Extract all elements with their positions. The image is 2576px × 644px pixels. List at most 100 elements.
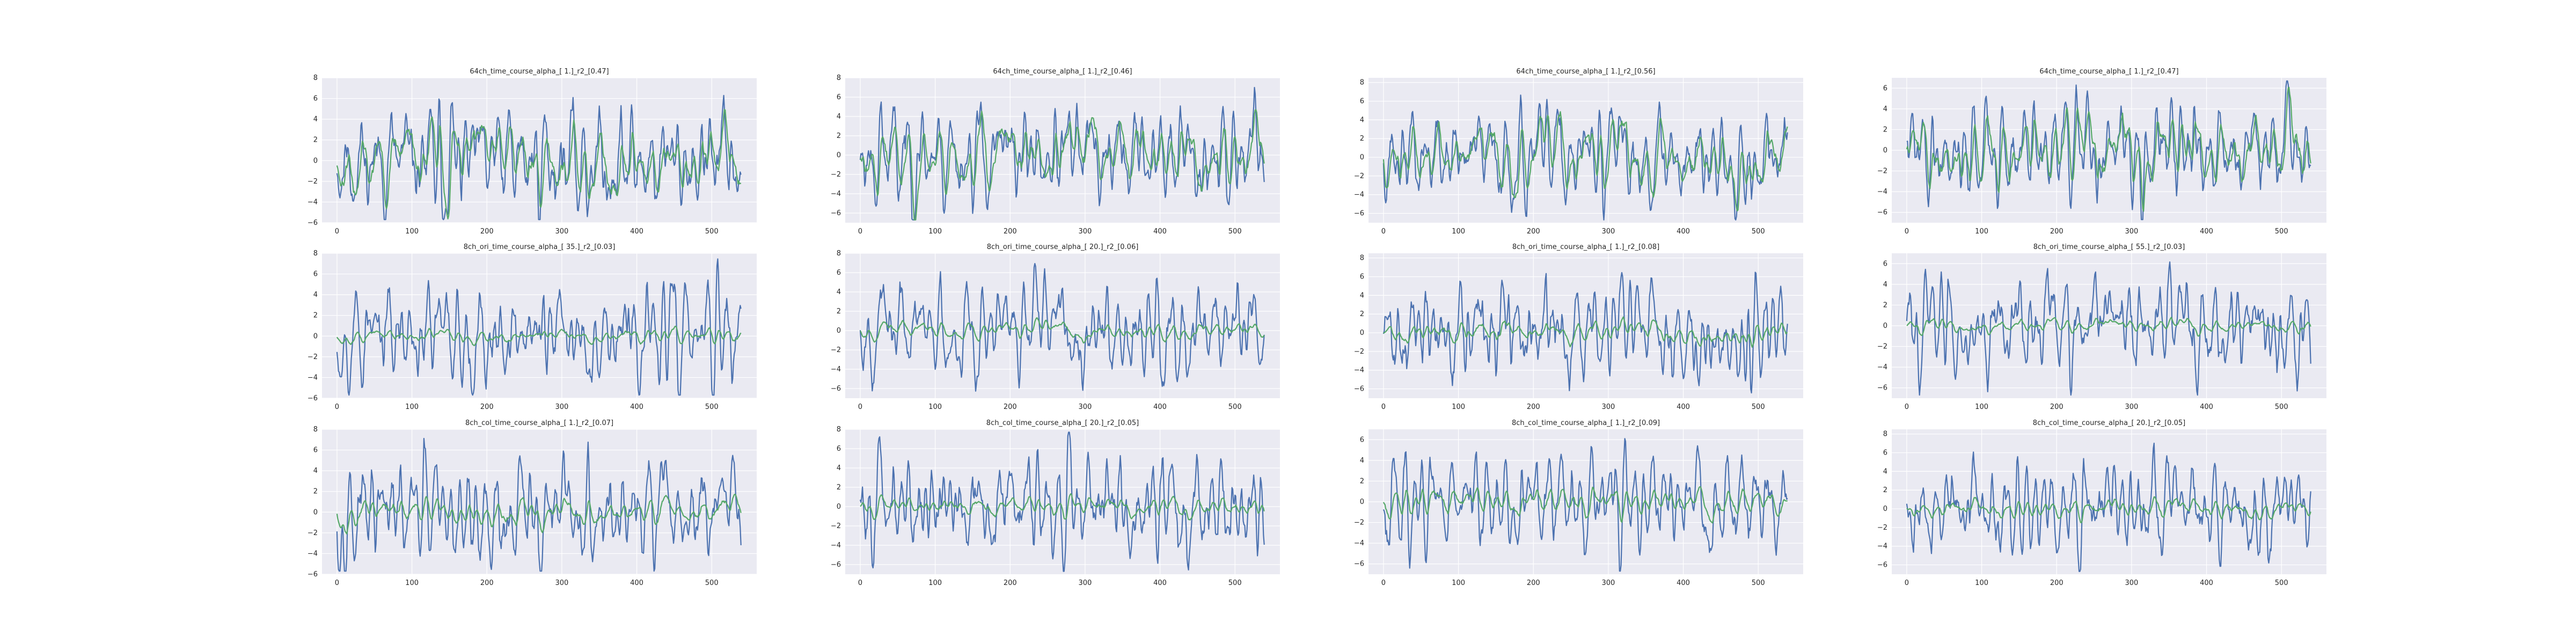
y-tick-label: 6 <box>837 93 841 101</box>
y-tick-label: 6 <box>313 95 318 103</box>
x-tick-label: 100 <box>928 228 942 236</box>
y-tick-label: 6 <box>1883 260 1887 268</box>
x-tick-label: 0 <box>1381 228 1386 236</box>
y-tick-label: −4 <box>1877 543 1887 551</box>
x-tick-label: 500 <box>705 579 719 587</box>
y-tick-label: −2 <box>1354 172 1364 180</box>
y-tick-label: 4 <box>313 291 318 299</box>
y-tick-label: 0 <box>1360 498 1364 506</box>
y-tick-label: 2 <box>313 136 318 144</box>
y-tick-label: 2 <box>837 308 841 316</box>
y-tick-label: 0 <box>1883 147 1887 155</box>
y-tick-label: −4 <box>1354 539 1364 547</box>
y-tick-label: −2 <box>308 178 318 186</box>
x-tick-label: 500 <box>1228 403 1242 411</box>
series-line-blue <box>1382 272 1788 394</box>
y-tick-label: 0 <box>837 151 841 159</box>
y-tick-label: 0 <box>313 508 318 516</box>
series-line-blue <box>859 431 1265 572</box>
subplot-7: 0 100 200 300 400 500 −6 −4 −2 0 2 4 6 8 8ch_ori_time_… <box>1354 243 1803 411</box>
y-tick-label: 6 <box>837 269 841 277</box>
plot-area <box>1368 78 1803 223</box>
series-line-blue <box>336 437 742 572</box>
x-tick-label: 500 <box>2275 403 2288 411</box>
x-tick-label: 300 <box>555 403 568 411</box>
y-tick-label: 4 <box>837 113 841 121</box>
subplot-3: 0 100 200 300 400 500 −6 −4 −2 0 2 4 6 8 64ch_time_cou… <box>1354 68 1803 236</box>
subplot-title: 8ch_ori_time_course_alpha_[ 55.]_r2_[0.0… <box>2033 243 2185 251</box>
y-tick-label: 0 <box>837 327 841 335</box>
x-tick-label: 300 <box>2125 403 2138 411</box>
y-tick-label: 6 <box>837 445 841 453</box>
x-tick-label: 300 <box>2125 228 2138 236</box>
y-tick-label: −2 <box>308 353 318 361</box>
y-tick-label: 4 <box>313 467 318 475</box>
subplot-title: 64ch_time_course_alpha_[ 1.]_r2_[0.46] <box>993 68 1132 76</box>
y-tick-label: −2 <box>1354 519 1364 527</box>
y-tick-label: −2 <box>831 171 841 179</box>
x-tick-label: 500 <box>705 228 719 236</box>
series-line-blue <box>1906 80 2311 221</box>
x-tick-label: 200 <box>1527 228 1540 236</box>
series-line-blue <box>1906 261 2311 396</box>
plot-area <box>1368 253 1803 398</box>
y-tick-label: 6 <box>1360 273 1364 281</box>
y-tick-label: −6 <box>831 385 841 393</box>
y-tick-label: 8 <box>837 426 841 434</box>
x-tick-label: 0 <box>858 579 862 587</box>
y-tick-label: −2 <box>831 522 841 530</box>
x-tick-label: 400 <box>1153 228 1167 236</box>
series-line-green <box>1906 496 2311 524</box>
y-tick-label: −4 <box>1354 367 1364 375</box>
y-tick-label: −6 <box>1877 384 1887 392</box>
y-tick-label: 4 <box>313 115 318 123</box>
subplot-10: 0 100 200 300 400 500 −6 −4 −2 0 2 4 6 8 8ch_col_time_… <box>831 419 1280 587</box>
y-tick-label: −4 <box>1354 191 1364 199</box>
series-line-green <box>336 108 742 219</box>
subplot-2: 0 100 200 300 400 500 −6 −4 −2 0 2 4 6 8 64ch_time_cou… <box>831 68 1280 236</box>
x-tick-label: 500 <box>1228 228 1242 236</box>
x-tick-label: 500 <box>1752 579 1765 587</box>
x-tick-label: 300 <box>555 228 568 236</box>
x-tick-label: 100 <box>405 579 419 587</box>
y-tick-label: −6 <box>1354 210 1364 218</box>
y-tick-label: −6 <box>308 394 318 402</box>
x-tick-label: 100 <box>1975 403 1988 411</box>
x-tick-label: 300 <box>2125 579 2138 587</box>
series-line-green <box>1382 111 1788 212</box>
x-tick-label: 100 <box>1975 579 1988 587</box>
subplot-5: 0 100 200 300 400 500 −6 −4 −2 0 2 4 6 8 8ch_ori_time_… <box>308 243 757 411</box>
y-tick-label: 8 <box>1360 79 1364 87</box>
subplot-title: 8ch_col_time_course_alpha_[ 1.]_r2_[0.07… <box>465 419 613 427</box>
x-tick-label: 200 <box>2050 228 2063 236</box>
series-line-green <box>336 493 742 535</box>
subplot-title: 64ch_time_course_alpha_[ 1.]_r2_[0.47] <box>470 68 609 76</box>
x-tick-label: 400 <box>630 403 643 411</box>
y-tick-label: 0 <box>1883 322 1887 330</box>
y-tick-label: −4 <box>831 365 841 374</box>
x-tick-label: 400 <box>630 228 643 236</box>
subplot-12: 0 100 200 300 400 500 −6 −4 −2 0 2 4 6 8 8ch_col_time_… <box>1877 419 2326 587</box>
x-tick-label: 100 <box>1452 579 1465 587</box>
series-line-green <box>1906 86 2311 212</box>
y-tick-label: 2 <box>1360 135 1364 143</box>
subplot-title: 64ch_time_course_alpha_[ 1.]_r2_[0.47] <box>2039 68 2178 76</box>
x-tick-label: 200 <box>1527 403 1540 411</box>
x-tick-label: 400 <box>1677 403 1690 411</box>
x-tick-label: 500 <box>2275 228 2288 236</box>
subplot-9: 0 100 200 300 400 500 −6 −4 −2 0 2 4 6 8 8ch_col_time_… <box>308 419 757 587</box>
x-tick-label: 500 <box>1752 228 1765 236</box>
y-tick-label: 0 <box>1360 329 1364 337</box>
x-tick-label: 500 <box>705 403 719 411</box>
plot-area <box>845 253 1280 398</box>
y-tick-label: 6 <box>1883 449 1887 457</box>
y-tick-label: 0 <box>1883 505 1887 513</box>
series-line-blue <box>336 258 742 396</box>
y-tick-label: −6 <box>831 561 841 569</box>
y-tick-label: 2 <box>1883 301 1887 309</box>
y-tick-label: −4 <box>831 541 841 550</box>
y-tick-label: 8 <box>837 250 841 258</box>
y-tick-label: 8 <box>1883 430 1887 438</box>
y-tick-label: −4 <box>308 374 318 382</box>
